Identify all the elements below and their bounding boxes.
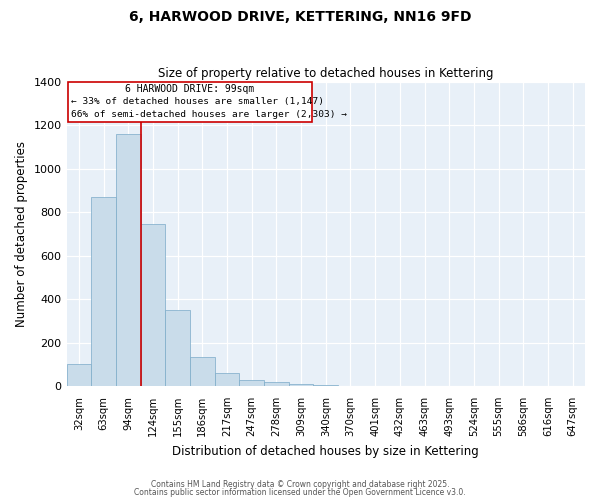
Bar	[190, 357, 215, 386]
Bar	[140, 224, 165, 386]
Text: 66% of semi-detached houses are larger (2,303) →: 66% of semi-detached houses are larger (…	[71, 110, 347, 119]
Text: Contains public sector information licensed under the Open Government Licence v3: Contains public sector information licen…	[134, 488, 466, 497]
Text: 6, HARWOOD DRIVE, KETTERING, NN16 9FD: 6, HARWOOD DRIVE, KETTERING, NN16 9FD	[129, 10, 471, 24]
Bar	[289, 384, 313, 386]
Bar	[91, 197, 116, 386]
Bar	[264, 382, 289, 386]
Bar	[67, 364, 91, 386]
Text: 6 HARWOOD DRIVE: 99sqm: 6 HARWOOD DRIVE: 99sqm	[125, 84, 254, 94]
Bar	[313, 385, 338, 386]
Bar	[165, 310, 190, 386]
Bar	[239, 380, 264, 386]
Y-axis label: Number of detached properties: Number of detached properties	[15, 141, 28, 327]
Bar	[116, 134, 140, 386]
Bar	[215, 373, 239, 386]
Text: Contains HM Land Registry data © Crown copyright and database right 2025.: Contains HM Land Registry data © Crown c…	[151, 480, 449, 489]
X-axis label: Distribution of detached houses by size in Kettering: Distribution of detached houses by size …	[172, 444, 479, 458]
Title: Size of property relative to detached houses in Kettering: Size of property relative to detached ho…	[158, 66, 494, 80]
Bar	[68, 82, 312, 122]
Text: ← 33% of detached houses are smaller (1,147): ← 33% of detached houses are smaller (1,…	[71, 98, 324, 106]
